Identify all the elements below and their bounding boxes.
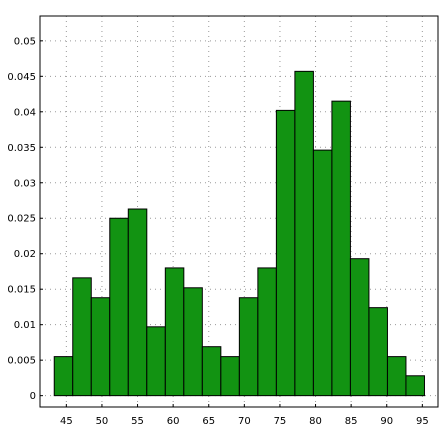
histogram-bar: [405, 375, 425, 397]
histogram-bar: [294, 70, 314, 397]
histogram-bar: [275, 109, 296, 397]
ticks-layer: [40, 40, 423, 407]
x-tick-label: 65: [202, 416, 215, 427]
histogram-bar: [201, 346, 222, 397]
y-tick-label: 0.005: [7, 356, 36, 367]
y-tick-label: 0.04: [14, 107, 36, 118]
x-axis-tick-labels: 45 50 55 60 65 70 75 80 85 90 95: [60, 416, 429, 427]
histogram-bar: [164, 267, 185, 397]
histogram-bar: [331, 100, 351, 397]
histogram-bar: [386, 356, 407, 397]
x-tick-label: 50: [96, 416, 109, 427]
plot-frame: [39, 15, 439, 408]
x-tick-label: 90: [380, 416, 393, 427]
histogram-bar: [146, 326, 166, 397]
x-tick-label: 80: [309, 416, 322, 427]
y-tick-label: 0.015: [7, 285, 36, 296]
x-tick-label: 75: [274, 416, 287, 427]
y-tick-label: 0.045: [7, 72, 36, 83]
histogram-bar: [238, 297, 259, 397]
histogram-bar: [109, 217, 129, 397]
y-tick-label: 0.01: [14, 320, 36, 331]
histogram-bar: [90, 297, 111, 397]
histogram-bar: [53, 356, 74, 397]
x-tick-label: 85: [345, 416, 358, 427]
histogram-bar: [72, 277, 92, 397]
y-tick-label: 0.035: [7, 143, 36, 154]
y-tick-label: 0.025: [7, 214, 36, 225]
x-tick-label: 70: [238, 416, 251, 427]
x-tick-label: 55: [131, 416, 144, 427]
bars-layer: [53, 70, 425, 397]
histogram-bar: [349, 258, 370, 397]
histogram-bar: [183, 287, 203, 397]
y-tick-label: 0.02: [14, 249, 36, 260]
x-tick-label: 95: [416, 416, 429, 427]
y-tick-label: 0.05: [14, 36, 36, 47]
histogram-bar: [368, 307, 388, 397]
histogram-bar: [312, 149, 333, 397]
y-tick-label: 0: [30, 391, 36, 402]
histogram-bar: [127, 208, 148, 397]
histogram-bar: [257, 267, 277, 397]
histogram-bar: [220, 356, 240, 397]
y-axis-tick-labels: 0 0.005 0.01 0.015 0.02 0.025 0.03 0.035 0.04 0.0…: [7, 36, 36, 402]
x-tick-label: 60: [167, 416, 180, 427]
y-tick-label: 0.03: [14, 178, 36, 189]
x-tick-label: 45: [60, 416, 73, 427]
